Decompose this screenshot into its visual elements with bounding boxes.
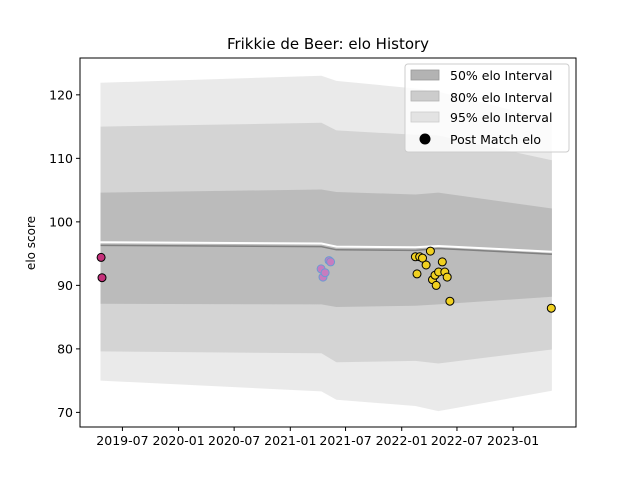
line-upper_white	[100, 241, 552, 253]
legend-marker-post-match	[419, 133, 431, 145]
x-tick-label: 2020-01	[152, 433, 204, 448]
x-tick-label: 2021-01	[264, 433, 316, 448]
legend-label-95: 95% elo Interval	[450, 110, 552, 125]
legend-box	[404, 63, 570, 153]
x-tick-label: 2023-01	[487, 433, 539, 448]
x-axis-ticks: 2019-07 2020-01 2020-07 2021-01 2021-07 2022-…	[96, 427, 539, 448]
plot-frame	[79, 57, 577, 428]
data-point	[445, 296, 455, 306]
data-point	[326, 257, 336, 267]
x-tick-label: 2019-07	[96, 433, 148, 448]
data-point	[442, 272, 452, 282]
legend-swatch-50	[410, 69, 440, 81]
chart-title: Frikkie de Beer: elo History	[227, 35, 429, 53]
data-point	[96, 252, 106, 262]
data-point	[431, 280, 441, 290]
data-point	[320, 268, 330, 278]
interval-bands	[100, 75, 552, 412]
data-point	[546, 303, 556, 313]
y-axis-label: elo score	[24, 216, 38, 270]
legend-swatch-95	[410, 111, 440, 123]
y-tick-label: 110	[49, 151, 73, 166]
elo-lines	[100, 241, 552, 255]
data-point	[97, 273, 107, 283]
y-tick-label: 80	[57, 341, 73, 356]
y-axis-ticks: 70 80 90 100 110 120	[49, 87, 80, 420]
x-tick-label: 2022-07	[431, 433, 483, 448]
y-tick-label: 120	[49, 87, 73, 102]
y-tick-label: 90	[57, 278, 73, 293]
data-point	[425, 246, 435, 256]
line-mean	[100, 244, 552, 255]
x-tick-label: 2022-01	[376, 433, 428, 448]
data-point	[412, 269, 422, 279]
legend-label-80: 80% elo Interval	[450, 90, 552, 105]
chart-legend: 50% elo Interval 80% elo Interval 95% el…	[404, 63, 570, 153]
data-point	[437, 257, 447, 267]
data-point	[418, 253, 427, 263]
legend-label-post-match: Post Match elo	[450, 132, 541, 147]
legend-label-50: 50% elo Interval	[450, 68, 552, 83]
x-tick-label: 2020-07	[208, 433, 260, 448]
y-tick-label: 100	[49, 214, 73, 229]
legend-swatch-80	[410, 90, 440, 102]
post-match-points	[96, 246, 556, 313]
y-tick-label: 70	[57, 405, 73, 420]
data-point	[421, 260, 431, 270]
x-tick-label: 2021-07	[319, 433, 371, 448]
